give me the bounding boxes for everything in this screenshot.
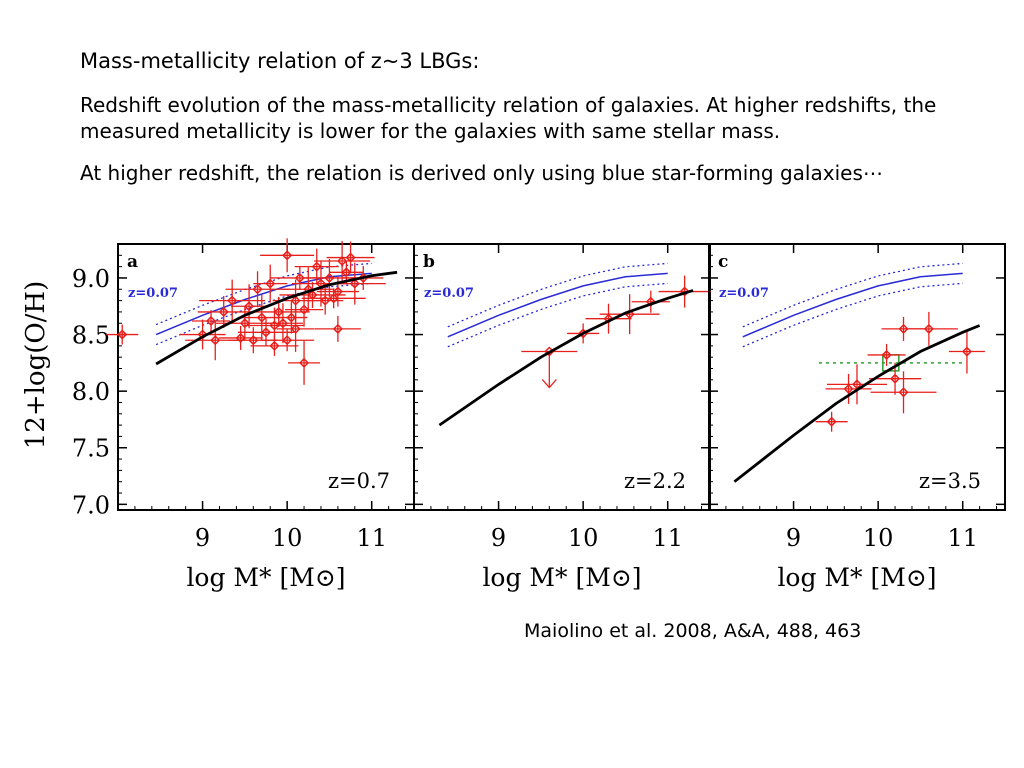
data-point (332, 286, 343, 297)
data-point (269, 340, 280, 351)
x-tick-label: 11 (356, 524, 387, 552)
redshift-label: z=2.2 (624, 469, 686, 493)
x-tick-label: 10 (272, 524, 303, 552)
slide-paragraph-blue-galaxies: At higher redshift, the relation is deri… (80, 161, 883, 185)
data-point (898, 323, 909, 334)
reference-lower-envelope (742, 282, 963, 348)
data-point (898, 387, 909, 398)
data-point (889, 373, 901, 384)
x-tick-label: 9 (491, 524, 506, 552)
data-point (269, 320, 280, 331)
data-point (298, 304, 310, 315)
data-point (205, 315, 217, 327)
panel-letter: a (127, 252, 138, 272)
x-tick-label: 9 (195, 524, 210, 552)
y-tick-label: 8.0 (72, 378, 110, 406)
fit-curve (155, 270, 398, 366)
panel-letter: b (423, 252, 435, 272)
reference-label: z=0.07 (424, 286, 474, 301)
y-tick-label: 8.5 (72, 322, 110, 350)
redshift-label: z=0.7 (328, 469, 390, 493)
reference-lower-envelope (447, 282, 668, 348)
data-point (923, 323, 934, 334)
fit-curve (733, 324, 981, 483)
data-point (282, 250, 293, 261)
data-point (843, 383, 854, 394)
panel-b: 9 10 11 log M* [M⊙] z=0.07 b z=2.2 (413, 243, 711, 592)
data-point (252, 284, 263, 295)
data-point (679, 286, 690, 297)
data-point (341, 267, 352, 278)
data-point (210, 335, 221, 346)
data-point (332, 323, 343, 334)
data-point (244, 301, 255, 312)
data-point (826, 416, 837, 427)
reference-lower-envelope (155, 282, 372, 346)
redshift-label: z=3.5 (919, 469, 981, 493)
data-point (239, 318, 250, 329)
data-point (298, 357, 310, 368)
data-point (320, 295, 331, 306)
reference-relation-line (447, 272, 668, 338)
x-tick-label: 9 (786, 524, 801, 552)
data-point (117, 329, 128, 340)
x-tick-label: 11 (652, 524, 683, 552)
data-point (260, 327, 272, 338)
reference-label: z=0.07 (128, 286, 178, 301)
data-point (311, 261, 322, 272)
x-tick-label: 10 (568, 524, 599, 552)
data-point (227, 295, 238, 306)
data-point (345, 252, 356, 263)
reference-relation-line (155, 272, 372, 336)
data-point (961, 346, 973, 357)
data-point (218, 306, 229, 317)
data-point (277, 318, 288, 329)
data-point (337, 255, 348, 267)
reference-upper-envelope (447, 262, 668, 328)
mass-metallicity-figure: 12+log(O/H) 9 10 11 7.0 7.5 8.0 8.5 9.0 log M* [… (21, 238, 1006, 592)
data-point (197, 329, 208, 340)
data-point (324, 272, 335, 284)
y-tick-label: 7.0 (72, 491, 110, 519)
y-tick-label: 7.5 (72, 435, 110, 463)
data-point (290, 323, 301, 334)
y-tick-label: 9.0 (72, 265, 110, 293)
slide-paragraph-redshift-evolution: Redshift evolution of the mass-metallici… (80, 93, 937, 143)
x-tick-label: 11 (947, 524, 978, 552)
x-axis-label: log M* [M⊙] (777, 563, 936, 592)
reference-relation-line (742, 272, 963, 338)
upper-limit-arrow-head (541, 379, 557, 389)
citation: Maiolino et al. 2008, A&A, 488, 463 (524, 620, 862, 642)
panel-frame (708, 243, 1006, 511)
panel-a: 9 10 11 7.0 7.5 8.0 8.5 9.0 log M* [M⊙] z=0.07 a z=… (72, 238, 415, 592)
panel-c: 9 10 11 log M* [M⊙] z=0.07 c z=3.5 (708, 243, 1006, 592)
data-point (303, 284, 314, 295)
reference-upper-envelope (742, 262, 963, 328)
panel-letter: c (718, 252, 728, 272)
fit-curve (438, 289, 694, 427)
data-point (645, 296, 656, 307)
reference-label: z=0.07 (719, 286, 769, 301)
data-point (235, 332, 246, 344)
data-point (603, 313, 614, 324)
y-axis-label: 12+log(O/H) (21, 281, 51, 450)
x-axis-label: log M* [M⊙] (482, 563, 641, 592)
data-point (273, 306, 284, 317)
data-point (294, 272, 305, 284)
slide-heading: Mass-metallicity relation of z~3 LBGs: (80, 49, 480, 73)
data-point (282, 335, 293, 346)
data-point (290, 295, 301, 306)
data-point (349, 278, 360, 289)
data-point (881, 349, 892, 360)
x-axis-label: log M* [M⊙] (186, 563, 345, 592)
data-point (265, 278, 276, 289)
data-point (286, 312, 297, 323)
data-point (248, 335, 259, 346)
data-point (256, 312, 267, 323)
x-tick-label: 10 (863, 524, 894, 552)
data-point (328, 293, 339, 304)
